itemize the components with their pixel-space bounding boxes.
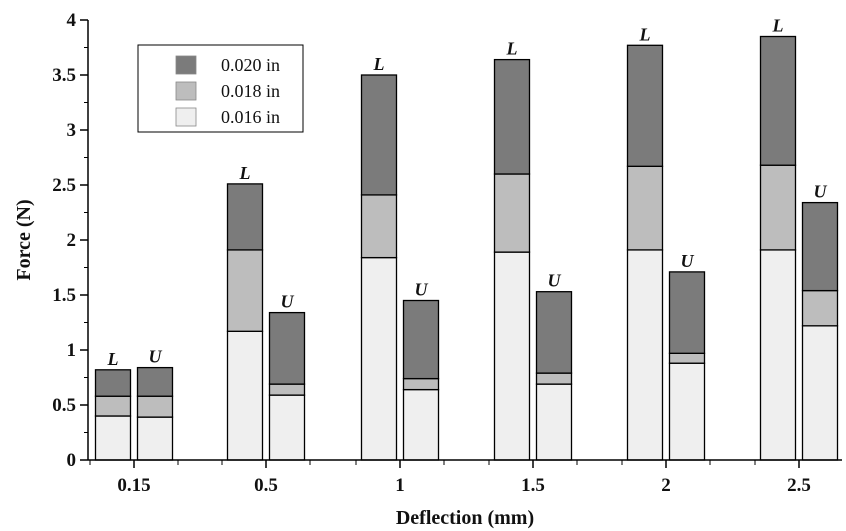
bar-segment	[94, 395, 132, 417]
y-tick-label: 1	[67, 340, 77, 361]
bar-segment	[668, 362, 706, 461]
bar-labels-layer: L U L U L U L U L U L U	[107, 16, 828, 369]
bar-segment	[268, 311, 306, 385]
bar-segment	[268, 394, 306, 461]
bar-segment	[801, 201, 839, 292]
y-tick-label: 3.5	[52, 65, 76, 86]
bar-segment	[402, 299, 440, 380]
bars-layer	[94, 35, 839, 461]
x-tick-label: 0.15	[117, 475, 150, 496]
bar-segment	[493, 58, 531, 175]
bar-label: L	[373, 54, 385, 74]
y-tick-label: 4	[67, 10, 77, 31]
bar-label: U	[281, 292, 295, 312]
bar-label: L	[772, 16, 784, 36]
y-tick-label: 2.5	[52, 175, 76, 196]
bar-segment	[626, 165, 664, 251]
legend-swatch	[175, 81, 197, 101]
x-tick-label: 2	[661, 475, 671, 496]
y-tick-label: 1.5	[52, 285, 76, 306]
bar-label: U	[814, 182, 828, 202]
bar-segment	[801, 325, 839, 461]
y-tick-label: 0	[67, 450, 77, 471]
bar-segment	[226, 249, 264, 332]
bar-segment	[626, 249, 664, 461]
bar-segment	[493, 251, 531, 461]
bar-segment	[136, 416, 174, 461]
bar-label: U	[415, 280, 429, 300]
bar-segment	[402, 388, 440, 461]
bar-segment	[668, 352, 706, 364]
bar-segment	[268, 383, 306, 396]
bar-segment	[535, 383, 573, 461]
legend-label: 0.018 in	[221, 81, 280, 101]
bar-segment	[535, 372, 573, 385]
bar-segment	[801, 289, 839, 327]
bar-label: U	[548, 271, 562, 291]
bar-label: L	[107, 349, 119, 369]
bar-segment	[759, 35, 797, 166]
bar-segment	[668, 271, 706, 354]
bar-segment	[759, 164, 797, 251]
y-tick-label: 2	[67, 230, 77, 251]
y-ticks-layer: 0 0.5 1 1.5 2 2.5 3 3.5 4	[52, 10, 88, 471]
bar-segment	[94, 369, 132, 397]
bar-segment	[493, 173, 531, 253]
bar-label: U	[681, 251, 695, 271]
x-tick-label: 1.5	[521, 475, 545, 496]
legend-label: 0.016 in	[221, 107, 280, 127]
bar-segment	[402, 377, 440, 391]
x-axis-title: Deflection (mm)	[396, 507, 534, 529]
bar-segment	[626, 44, 664, 167]
bar-segment	[360, 194, 398, 259]
bar-segment	[535, 291, 573, 374]
legend-label: 0.020 in	[221, 55, 280, 75]
legend-swatch	[175, 55, 197, 75]
bar-label: L	[506, 39, 518, 59]
bar-segment	[226, 330, 264, 461]
bar-segment	[360, 256, 398, 461]
y-tick-label: 3	[67, 120, 77, 141]
legend-swatch	[175, 107, 197, 127]
bar-segment	[226, 183, 264, 251]
y-tick-label: 0.5	[52, 395, 76, 416]
bar-segment	[759, 249, 797, 461]
bar-segment	[94, 415, 132, 461]
y-axis-title: Force (N)	[13, 199, 35, 280]
x-tick-label: 0.5	[254, 475, 278, 496]
bar-label: L	[239, 163, 251, 183]
bar-segment	[136, 395, 174, 418]
bar-segment	[136, 366, 174, 397]
bar-segment	[360, 74, 398, 196]
legend: 0.020 in 0.018 in 0.016 in	[137, 44, 304, 133]
bar-label: U	[149, 347, 163, 367]
x-tick-label: 1	[395, 475, 405, 496]
x-ticks-layer: 0.15 0.5 1 1.5 2 2.5	[89, 460, 811, 496]
x-tick-label: 2.5	[787, 475, 811, 496]
legend-box	[137, 44, 304, 133]
bar-label: L	[639, 24, 651, 44]
